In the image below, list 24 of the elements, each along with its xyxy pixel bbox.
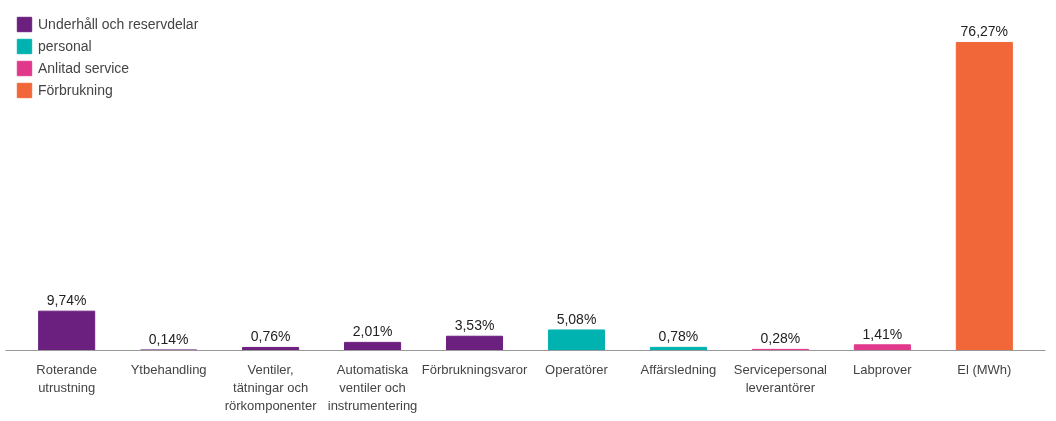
x-tick-label: Ytbehandling — [130, 361, 207, 377]
x-tick-label: Labprover — [853, 361, 913, 377]
data-label: 76,27% — [960, 23, 1009, 40]
legend-label: Förbrukning — [38, 82, 113, 98]
legend-label: Underhåll och reservdelar — [38, 16, 199, 32]
data-label: 0,76% — [250, 328, 291, 345]
legend-label: personal — [38, 38, 92, 54]
data-label: 0,28% — [760, 330, 801, 347]
data-label: 5,08% — [556, 310, 597, 327]
x-tick-label: Roterande utrustning — [36, 361, 98, 395]
x-tick-label: Ventiler, tätningar och rörkomponenter — [224, 361, 318, 413]
data-label: 0,14% — [148, 330, 189, 347]
data-label: 2,01% — [352, 323, 393, 340]
legend-label: Anlitad service — [38, 60, 130, 76]
data-label: 3,53% — [454, 317, 495, 334]
x-tick-label: Operatörer — [545, 361, 609, 377]
x-tick-label: El (MWh) — [957, 361, 1012, 377]
data-label: 0,78% — [658, 328, 699, 345]
data-label: 1,41% — [862, 325, 903, 342]
x-tick-label: Affärsledning — [640, 361, 717, 377]
data-label: 9,74% — [46, 292, 87, 309]
x-tick-label: Automatiska ventiler och instrumentering — [327, 361, 418, 413]
x-tick-label: Servicepersonal leverantörer — [733, 361, 828, 395]
x-tick-label: Förbrukningsvaror — [421, 361, 528, 377]
